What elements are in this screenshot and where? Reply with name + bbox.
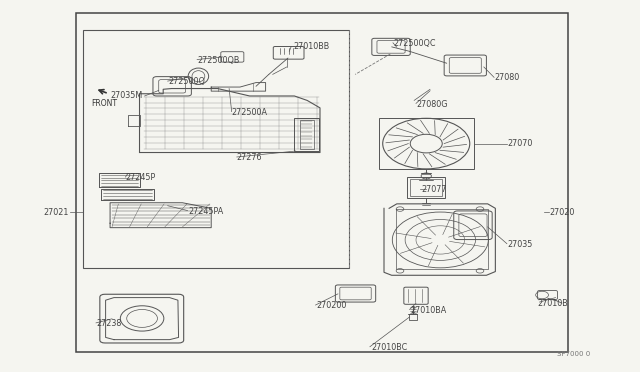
Bar (407, 177, 445, 198)
Text: 27276: 27276 (237, 153, 262, 162)
Text: 27070: 27070 (508, 139, 533, 148)
Text: 27035: 27035 (508, 240, 533, 248)
Text: 27010BC: 27010BC (371, 343, 408, 352)
Text: 27080: 27080 (495, 73, 520, 82)
Text: 27010B: 27010B (538, 299, 568, 308)
Text: 27238: 27238 (97, 319, 122, 328)
Text: 27245P: 27245P (125, 173, 156, 182)
Bar (409, 314, 417, 320)
Text: 272500QB: 272500QB (197, 56, 239, 65)
Bar (410, 179, 442, 196)
Text: 27020: 27020 (549, 208, 575, 217)
Bar (379, 118, 474, 169)
Text: 272500Q: 272500Q (168, 77, 205, 86)
Text: 272500A: 272500A (232, 108, 268, 117)
Text: 270200: 270200 (316, 301, 346, 310)
Text: 27035M: 27035M (111, 92, 143, 100)
Text: FRONT: FRONT (92, 99, 117, 108)
Text: 27080G: 27080G (417, 100, 448, 109)
Bar (83, 30, 349, 268)
Bar (300, 120, 314, 149)
Text: 27021: 27021 (44, 208, 69, 217)
Text: 272500QC: 272500QC (394, 39, 436, 48)
Text: 27245PA: 27245PA (188, 207, 223, 216)
Text: 27077: 27077 (421, 185, 447, 194)
Text: 27010BB: 27010BB (293, 42, 330, 51)
Bar (294, 118, 319, 151)
Bar (76, 13, 568, 352)
Text: 27010BA: 27010BA (410, 306, 447, 315)
Text: SP7000 0: SP7000 0 (557, 351, 590, 357)
